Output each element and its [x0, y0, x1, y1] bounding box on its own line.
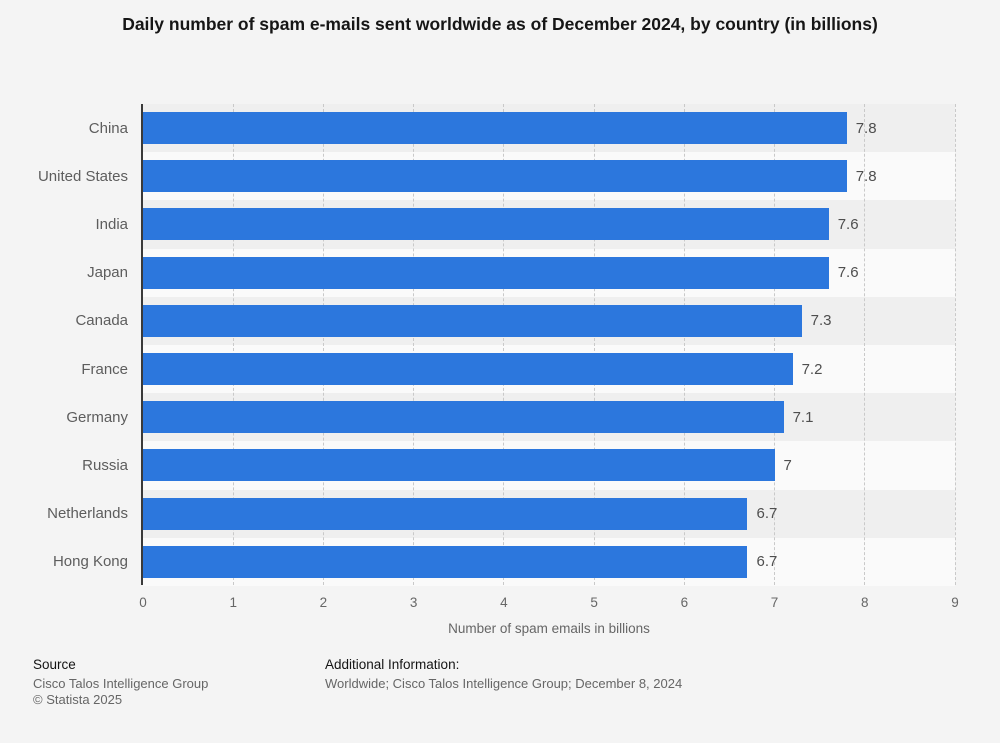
x-tick-label: 7: [770, 595, 779, 610]
gridline: [322, 104, 324, 585]
value-label: 7.8: [855, 119, 877, 137]
bar: [143, 304, 802, 337]
bar: [143, 112, 847, 145]
x-tick-label: 5: [590, 595, 598, 610]
x-axis-label: Number of spam emails in billions: [448, 621, 650, 636]
bar: [143, 160, 847, 193]
gridline: [413, 104, 415, 585]
bar: [143, 545, 748, 578]
bar: [143, 497, 748, 530]
statista-copyright: © Statista 2025: [33, 692, 123, 707]
value-label: 6.7: [756, 505, 778, 523]
gridline: [954, 104, 956, 585]
value-label: 7.1: [792, 408, 814, 426]
bar-row: Germany 7.1: [0, 393, 1000, 441]
gridline: [683, 104, 685, 585]
x-tick-label: 2: [319, 595, 328, 610]
value-label: 7.3: [810, 312, 832, 330]
bar-row: Japan 7.6: [0, 249, 1000, 297]
bar: [143, 208, 829, 241]
value-label: 7.2: [801, 360, 823, 378]
bar-row: France 7.2: [0, 345, 1000, 393]
x-tick-label: 0: [139, 595, 147, 610]
chart-title: Daily number of spam e-mails sent worldw…: [122, 14, 878, 34]
x-tick-label: 4: [500, 595, 508, 610]
gridline: [593, 104, 595, 585]
x-tick-label: 9: [951, 595, 959, 610]
bar-row: Russia 7: [0, 441, 1000, 489]
category-label: China: [88, 119, 128, 137]
bar-row: Canada 7.3: [0, 297, 1000, 345]
value-label: 7: [783, 456, 792, 474]
source-label: Source: [33, 657, 76, 672]
source-block: Source Cisco Talos Intelligence Group © …: [33, 656, 208, 708]
bar: [143, 256, 829, 289]
source-name: Cisco Talos Intelligence Group: [33, 676, 209, 691]
x-tick-label: 6: [680, 595, 689, 610]
category-label: France: [81, 360, 128, 378]
category-label: Germany: [66, 408, 128, 426]
gridline: [864, 104, 866, 585]
value-label: 7.6: [837, 264, 859, 282]
x-tick-label: 3: [409, 595, 418, 610]
value-label: 7.8: [855, 167, 877, 185]
value-label: 7.6: [837, 215, 859, 233]
category-label: Netherlands: [47, 505, 128, 523]
gridline: [232, 104, 234, 585]
category-label: Canada: [75, 312, 128, 330]
x-tick-label: 8: [861, 595, 869, 610]
bar-row: Netherlands 6.7: [0, 490, 1000, 538]
category-label: India: [95, 215, 128, 233]
gridline: [503, 104, 505, 585]
additional-info-text: Worldwide; Cisco Talos Intelligence Grou…: [325, 676, 683, 691]
value-label: 6.7: [756, 553, 778, 571]
additional-info-label: Additional Information:: [325, 657, 460, 672]
category-label: Hong Kong: [52, 553, 128, 571]
bar-row: Hong Kong 6.7: [0, 538, 1000, 586]
y-axis-line: [141, 104, 143, 585]
bar-row: India 7.6: [0, 200, 1000, 248]
bar-row: United States 7.8: [0, 152, 1000, 200]
additional-info-block: Additional Information: Worldwide; Cisco…: [325, 656, 682, 692]
gridline: [774, 104, 776, 585]
bar: [143, 449, 775, 482]
bar-row: China 7.8: [0, 104, 1000, 152]
bar: [143, 353, 793, 386]
category-label: Japan: [87, 264, 128, 282]
x-tick-label: 1: [229, 595, 237, 610]
category-label: United States: [37, 167, 128, 185]
bar: [143, 401, 784, 434]
category-label: Russia: [82, 456, 128, 474]
